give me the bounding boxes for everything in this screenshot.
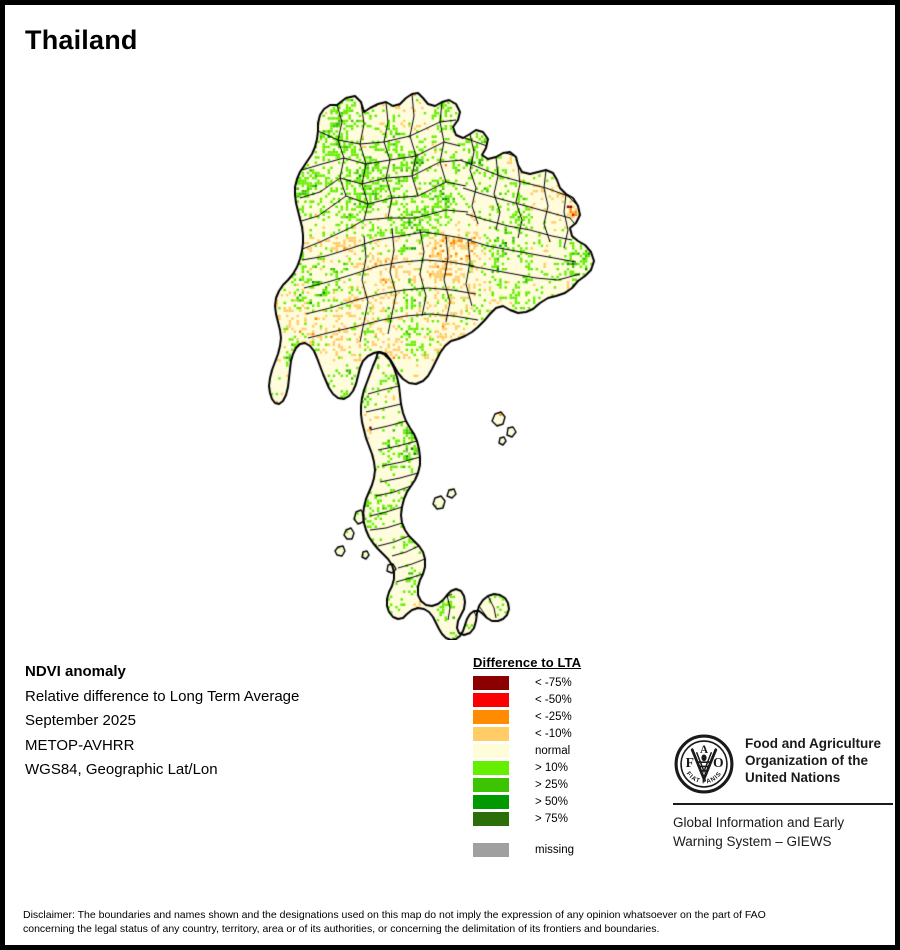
giews-line-0: Global Information and Early <box>673 815 845 830</box>
legend-title: Difference to LTA <box>473 655 582 670</box>
legend-label: > 50% <box>535 795 568 808</box>
legend-label: < -50% <box>535 693 572 706</box>
legend-row: < -10% <box>473 725 653 742</box>
info-line-0: NDVI anomaly <box>25 663 126 680</box>
fao-logo-and-name: F A O FIAT PANIS Food and Agriculture Org… <box>673 733 898 795</box>
ndvi-anomaly-map <box>260 60 650 640</box>
map-raster-canvas <box>260 60 650 640</box>
legend-row: > 25% <box>473 776 653 793</box>
legend-swatch <box>473 760 509 775</box>
info-line-3: METOP-AVHRR <box>25 736 135 754</box>
legend-row: < -75% <box>473 674 653 691</box>
legend-label: > 25% <box>535 778 568 791</box>
fao-branding-block: F A O FIAT PANIS Food and Agriculture Org… <box>673 733 898 851</box>
legend-swatch <box>473 726 509 741</box>
legend-label: < -10% <box>535 727 572 740</box>
legend-label: > 75% <box>535 812 568 825</box>
fao-logo-letter-o: O <box>713 755 724 770</box>
fao-organization-name: Food and Agriculture Organization of the U… <box>745 733 881 786</box>
legend-swatch <box>473 692 509 707</box>
map-legend: Difference to LTA < -75% < -50% < -25% < -1… <box>473 655 653 858</box>
fao-logo-letter-f: F <box>686 755 694 770</box>
legend-row: > 50% <box>473 793 653 810</box>
fao-divider <box>673 803 893 805</box>
legend-swatch <box>473 794 509 809</box>
legend-row-missing: missing <box>473 841 653 858</box>
info-line-1: Relative difference to Long Term Average <box>25 687 300 705</box>
fao-name-line-2: United Nations <box>745 770 841 785</box>
legend-swatch <box>473 777 509 792</box>
disclaimer-text: Disclaimer: The boundaries and names sho… <box>23 908 883 936</box>
legend-swatch <box>473 675 509 690</box>
legend-swatch <box>473 743 509 758</box>
map-info-block: NDVI anomaly Relative difference to Long … <box>25 660 425 783</box>
legend-row: < -25% <box>473 708 653 725</box>
legend-swatch <box>473 709 509 724</box>
fao-logo-icon: F A O FIAT PANIS <box>673 733 735 795</box>
legend-row: > 75% <box>473 810 653 827</box>
info-line-4: WGS84, Geographic Lat/Lon <box>25 761 218 778</box>
fao-name-line-1: Organization of the <box>745 753 868 768</box>
legend-swatch-missing <box>473 842 509 857</box>
legend-label: < -25% <box>535 710 572 723</box>
disclaimer-line-0: Disclaimer: The boundaries and names sho… <box>23 909 766 921</box>
legend-class-list: < -75% < -50% < -25% < -10% normal > 10% > 25%… <box>473 674 653 858</box>
legend-row: normal <box>473 742 653 759</box>
legend-label: normal <box>535 744 571 757</box>
page-title: Thailand <box>25 25 138 55</box>
legend-row: < -50% <box>473 691 653 708</box>
giews-subtitle: Global Information and Early Warning Syst… <box>673 814 898 851</box>
disclaimer-line-1: concerning the legal status of any count… <box>23 923 660 935</box>
fao-name-line-0: Food and Agriculture <box>745 736 881 751</box>
legend-label: > 10% <box>535 761 568 774</box>
legend-label-missing: missing <box>535 843 574 856</box>
legend-label: < -75% <box>535 676 572 689</box>
legend-swatch <box>473 811 509 826</box>
giews-line-1: Warning System – GIEWS <box>673 833 832 849</box>
fao-logo-letter-a: A <box>700 744 708 756</box>
legend-row: > 10% <box>473 759 653 776</box>
info-line-2: September 2025 <box>25 712 136 729</box>
